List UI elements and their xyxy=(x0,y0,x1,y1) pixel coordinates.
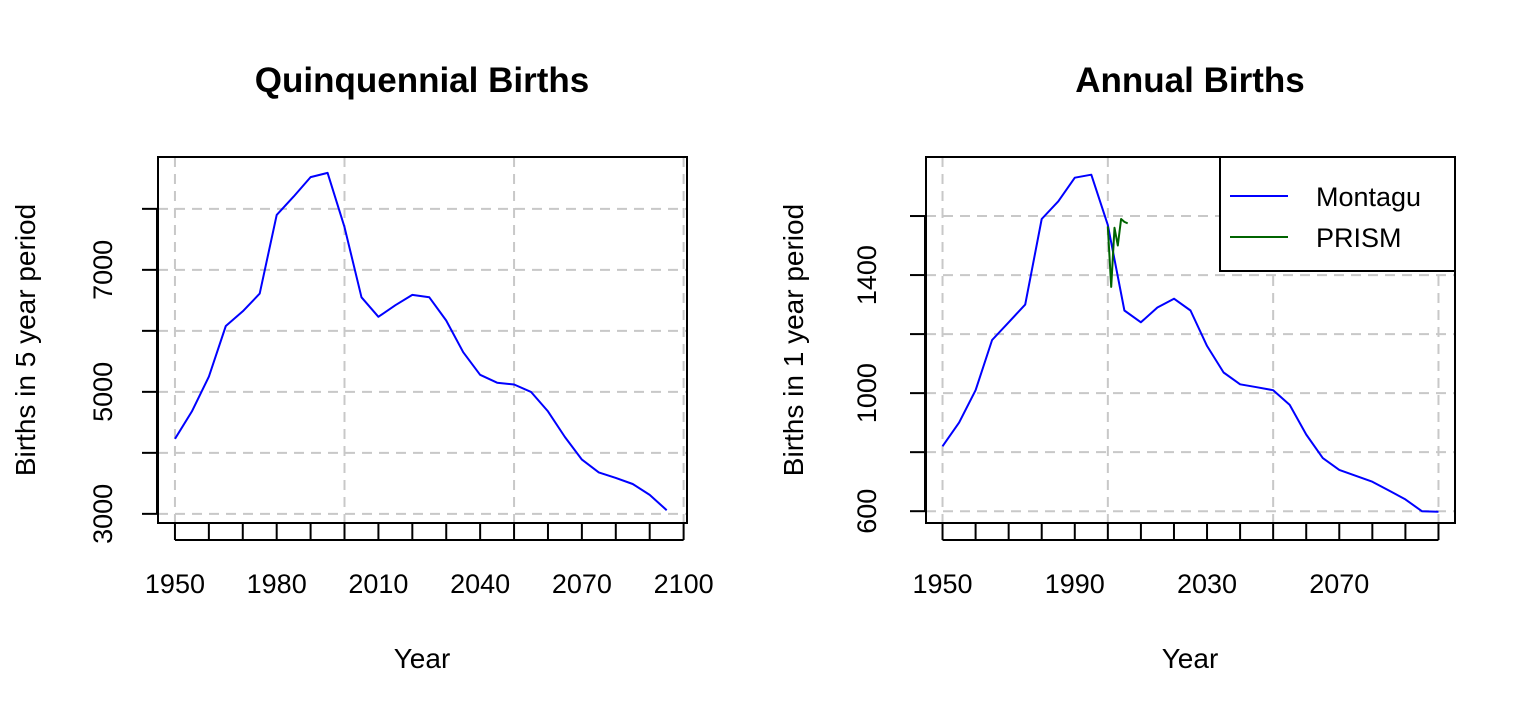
y-tick-label: 7000 xyxy=(88,240,118,300)
y-tick-label: 3000 xyxy=(88,484,118,544)
y-tick-label: 600 xyxy=(852,489,882,534)
series-line-1 xyxy=(174,171,668,511)
x-tick-label: 2030 xyxy=(1177,569,1237,599)
y-axis-title: Births in 5 year period xyxy=(10,204,41,476)
chart-panel-2: 1950 1990 2030 2070 600 1000 1400 Annual Births… xyxy=(778,61,1456,674)
y-tick-label: 5000 xyxy=(88,362,118,422)
x-axis-title: Year xyxy=(1162,643,1219,674)
x-axis-title: Year xyxy=(394,643,451,674)
x-tick-label: 2040 xyxy=(450,569,510,599)
x-tick-label: 1950 xyxy=(912,569,972,599)
x-tick-label: 2070 xyxy=(552,569,612,599)
x-tick-label: 1990 xyxy=(1045,569,1105,599)
x-tick-label: 1950 xyxy=(145,569,205,599)
series-line-montagu xyxy=(941,173,1439,513)
chart-title: Quinquennial Births xyxy=(255,61,589,100)
x-tick-label: 1980 xyxy=(247,569,307,599)
y-tick-label: 1000 xyxy=(852,363,882,423)
x-tick-label: 2070 xyxy=(1309,569,1369,599)
x-tick-label: 2010 xyxy=(348,569,408,599)
y-tick-label: 1400 xyxy=(852,245,882,305)
plot-frame xyxy=(157,156,688,524)
series-line-prism xyxy=(1106,218,1129,288)
y-axis-title: Births in 1 year period xyxy=(778,204,809,476)
legend: Montagu PRISM xyxy=(1219,156,1456,272)
legend-label-prism: PRISM xyxy=(1316,223,1402,253)
chart-title: Annual Births xyxy=(1075,61,1304,100)
chart-panel-1: 1950 1980 2010 2040 2070 2100 3000 5000 7000 Quin… xyxy=(10,61,714,674)
x-tick-label: 2100 xyxy=(654,569,714,599)
legend-label-montagu: Montagu xyxy=(1316,182,1421,212)
legend-box xyxy=(1219,156,1456,272)
